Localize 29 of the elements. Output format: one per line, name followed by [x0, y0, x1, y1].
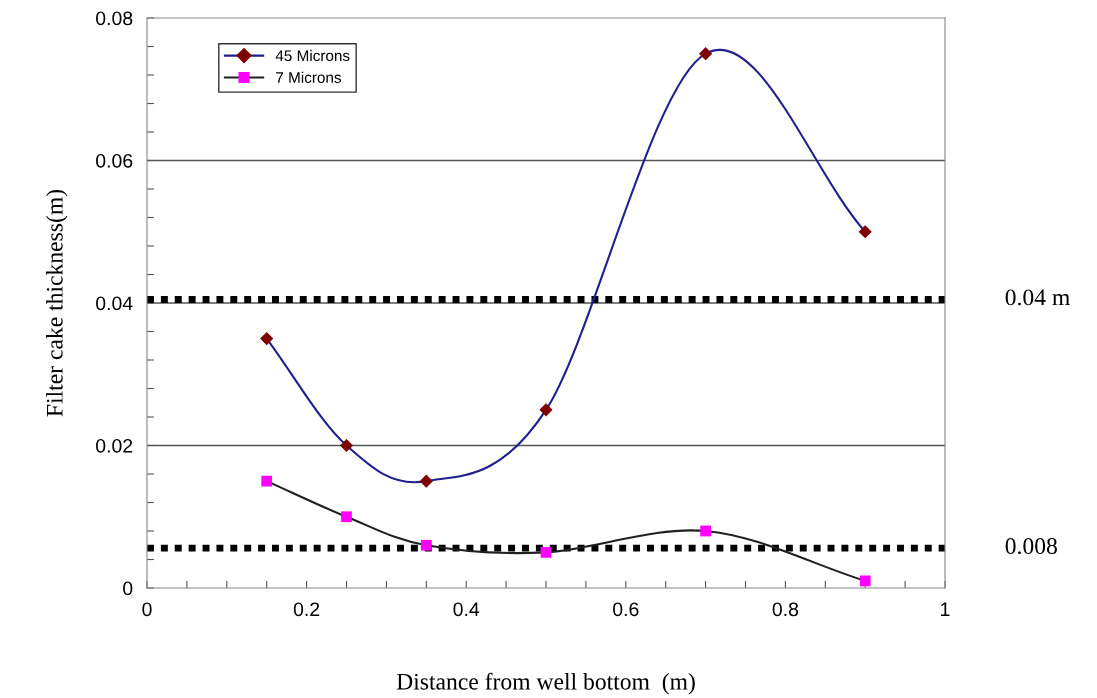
point [420, 539, 432, 551]
legend-label: 7 Microns [276, 71, 342, 83]
x-tick-label: 0.8 [772, 602, 799, 617]
point [261, 475, 273, 487]
point [858, 225, 872, 239]
y-tick-label: 0 [123, 581, 133, 596]
x-tick-label: 0.4 [453, 602, 480, 617]
point [339, 438, 354, 453]
point [700, 525, 711, 537]
point [260, 332, 274, 346]
y-tick-label: 0.08 [96, 11, 133, 26]
x-tick-label: 0.6 [613, 602, 639, 617]
point [419, 474, 433, 488]
y-tick-label: 0.02 [96, 438, 133, 453]
y-tick-label: 0.06 [96, 153, 133, 168]
legend-label: 45 Microns [275, 49, 350, 62]
text: 0.008 [1005, 538, 1057, 555]
point [859, 575, 871, 587]
x-tick-label: 0.2 [293, 602, 320, 617]
point [539, 403, 553, 417]
text: 0.04 m [1005, 289, 1070, 306]
point [341, 511, 352, 523]
y-tick-label: 0.04 [96, 296, 133, 311]
x-tick-label: 1 [941, 602, 950, 616]
y-axis-title: Filter cake thickness(m) [46, 189, 68, 417]
point [540, 547, 552, 558]
x-tick-label: 0 [142, 602, 152, 617]
x-axis-title: Distance from well bottom (m) [396, 672, 695, 695]
point [699, 47, 713, 61]
